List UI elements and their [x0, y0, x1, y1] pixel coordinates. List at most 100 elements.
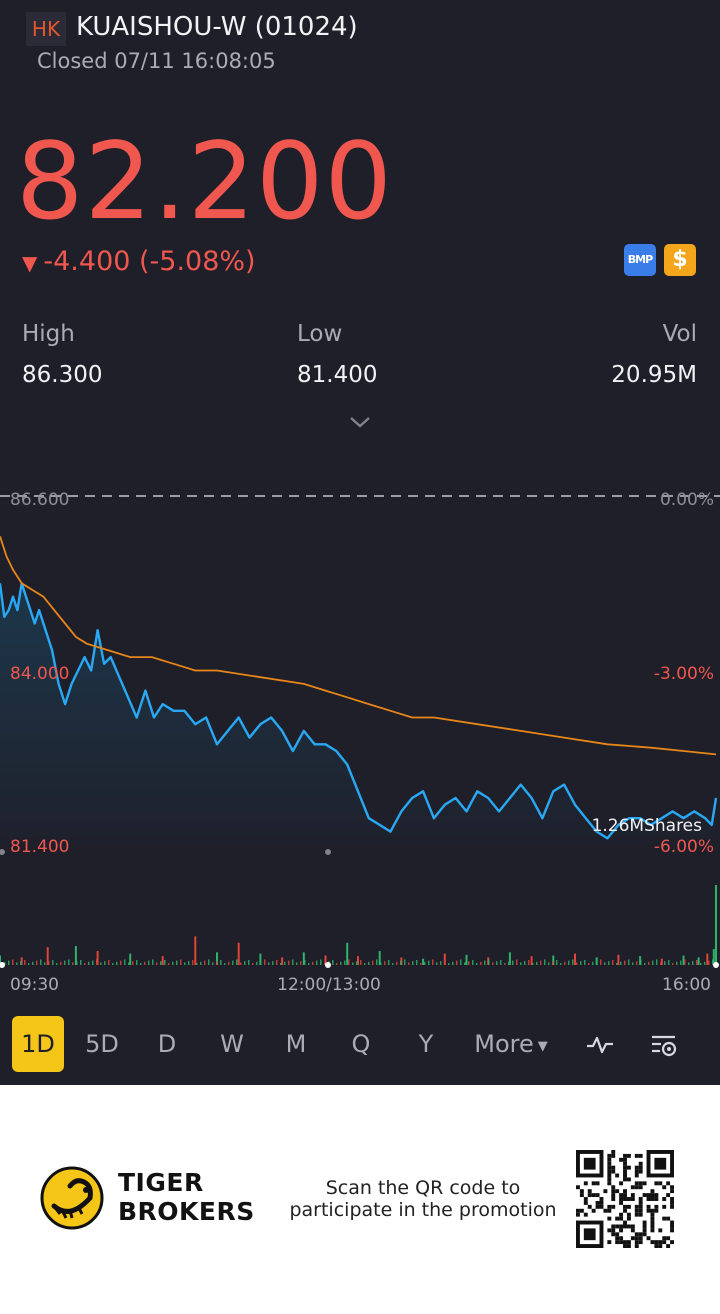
- volume-bar: [264, 959, 266, 965]
- intraday-chart[interactable]: 86.600 84.000 81.400 0.00% -3.00% -6.00%…: [0, 470, 720, 1000]
- volume-bar: [20, 961, 22, 965]
- tab-more[interactable]: More ▼: [466, 1016, 556, 1072]
- tab-day[interactable]: D: [157, 1030, 177, 1058]
- volume-bar: [696, 960, 698, 965]
- volume-bar: [44, 962, 46, 965]
- volume-bar: [216, 952, 218, 965]
- volume-bar: [72, 962, 74, 965]
- volume-bar: [572, 959, 574, 965]
- pct-tick-label: 0.00%: [660, 490, 714, 510]
- volume-bar: [112, 963, 114, 965]
- volume-bar: [12, 959, 14, 965]
- volume-bar: [480, 961, 482, 965]
- volume-bar: [348, 959, 350, 965]
- volume-bar: [656, 959, 658, 965]
- volume-bar: [676, 961, 678, 965]
- low-value: 81.400: [297, 362, 378, 388]
- volume-bar: [300, 961, 302, 965]
- down-arrow-icon: ▼: [22, 251, 38, 275]
- volume-bar: [132, 961, 134, 965]
- chevron-down-icon[interactable]: [346, 408, 374, 436]
- volume-bar: [24, 960, 26, 965]
- period-tabs: 1D 5D D W M Q Y More ▼: [0, 1016, 720, 1072]
- volume-bar: [284, 961, 286, 965]
- volume-bar: [28, 963, 30, 965]
- volume-bar: [372, 960, 374, 965]
- volume-annotation: 1.26MShares: [592, 816, 703, 836]
- volume-bar: [530, 956, 533, 965]
- price-change: -4.400 (-5.08%): [43, 246, 256, 277]
- volume-bar: [308, 963, 310, 965]
- volume-bar: [172, 961, 174, 965]
- bmp-badge[interactable]: BMP: [624, 244, 656, 276]
- volume-bar: [420, 963, 422, 965]
- volume-bar: [268, 962, 270, 965]
- volume-bar: [378, 951, 381, 965]
- stock-name: KUAISHOU-W (01024): [76, 12, 358, 42]
- tab-5d[interactable]: 5D: [85, 1030, 119, 1058]
- volume-bar: [492, 962, 494, 965]
- qr-code[interactable]: [576, 1150, 674, 1248]
- volume-bar: [104, 961, 106, 965]
- brand-line-2: BROKERS: [118, 1197, 255, 1226]
- volume-bar: [540, 960, 542, 965]
- volume-bar: [664, 961, 666, 965]
- volume-bar: [196, 963, 198, 965]
- volume-bar: [40, 959, 42, 965]
- volume-bar: [200, 961, 202, 965]
- indicator-line-icon[interactable]: [585, 1030, 615, 1060]
- market-status: Closed 07/11 16:08:05: [37, 49, 276, 73]
- volume-bar: [32, 961, 34, 965]
- volume-bar: [224, 963, 226, 965]
- volume-bar: [236, 959, 238, 965]
- volume-bar: [436, 962, 438, 965]
- pct-tick-label: -3.00%: [654, 664, 714, 684]
- volume-bar: [604, 962, 606, 965]
- volume-bar: [636, 961, 638, 965]
- volume-bar: [136, 960, 138, 965]
- volume-bar: [700, 963, 702, 965]
- volume-bar: [302, 952, 305, 965]
- volume-bar: [124, 959, 126, 965]
- volume-bar: [360, 960, 362, 965]
- tab-more-label: More: [474, 1030, 534, 1058]
- volume-bar: [260, 960, 262, 965]
- volume-bar: [316, 960, 318, 965]
- volume-bar: [384, 961, 386, 965]
- volume-bar: [712, 959, 714, 965]
- tab-1d[interactable]: 1D: [12, 1016, 64, 1072]
- tab-year[interactable]: Y: [418, 1030, 434, 1058]
- volume-bar: [608, 961, 610, 965]
- tab-month[interactable]: M: [285, 1030, 307, 1058]
- volume-bar: [692, 961, 694, 965]
- dollar-coin-icon[interactable]: $: [664, 244, 696, 276]
- volume-bar: [256, 961, 258, 965]
- volume-bar: [668, 960, 670, 965]
- volume-bar: [324, 955, 327, 965]
- vol-value: 20.95M: [611, 362, 697, 388]
- volume-bar: [416, 960, 418, 965]
- tab-week[interactable]: W: [220, 1030, 244, 1058]
- volume-bar: [364, 963, 366, 965]
- tiger-logo: [40, 1166, 104, 1230]
- volume-bar: [92, 960, 94, 965]
- volume-bar: [100, 962, 102, 965]
- chart-settings-icon[interactable]: [649, 1030, 679, 1060]
- tab-quarter[interactable]: Q: [351, 1030, 371, 1058]
- volume-bar: [706, 953, 709, 965]
- volume-bar: [52, 960, 54, 965]
- volume-bar: [144, 961, 146, 965]
- volume-bar: [248, 960, 250, 965]
- volume-bar: [512, 960, 514, 965]
- volume-bar: [552, 955, 555, 965]
- axis-dot: [325, 962, 331, 968]
- volume-bar: [644, 963, 646, 965]
- y-tick-label: 81.400: [10, 837, 69, 857]
- volume-bar: [520, 962, 522, 965]
- low-label: Low: [297, 321, 343, 347]
- volume-bar: [46, 947, 49, 965]
- volume-bar: [404, 959, 406, 965]
- volume-bar: [660, 962, 662, 965]
- volume-bar: [340, 961, 342, 965]
